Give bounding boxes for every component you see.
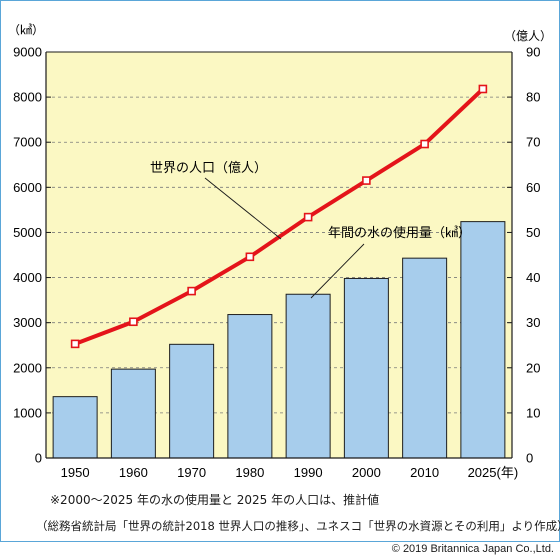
right-tick-label: 60 (526, 180, 540, 195)
left-tick-label: 0 (35, 451, 42, 466)
source-note: （総務省統計局「世界の統計2018 世界人口の推移」、ユネスコ「世界の水資源とそ… (36, 519, 560, 533)
water-usage-bars (52, 221, 506, 459)
x-tick-label: 2010 (410, 465, 439, 480)
bar-1970 (169, 343, 215, 459)
x-tick-label: 2000 (352, 465, 381, 480)
left-tick-label: 9000 (13, 45, 42, 60)
water-usage-label: 年間の水の使用量（㎦） (328, 225, 471, 241)
x-tick-label: 1950 (61, 465, 90, 480)
right-tick-label: 80 (526, 90, 540, 105)
population-leader-line (204, 177, 282, 240)
bar-1980 (227, 314, 273, 459)
left-tick-label: 4000 (13, 270, 42, 285)
population-marker-1970 (187, 286, 196, 296)
annotations: 世界の人口（億人） 年間の水の使用量（㎦） (150, 160, 471, 299)
right-tick-label: 50 (526, 225, 540, 240)
left-tick-label: 2000 (13, 360, 42, 375)
bar-2000 (343, 277, 389, 459)
population-marker-1990 (303, 212, 313, 222)
x-tick-label: 1990 (294, 465, 323, 480)
population-label: 世界の人口（億人） (150, 160, 267, 176)
left-tick-label: 5000 (13, 225, 42, 240)
x-tick-label: 1970 (177, 465, 206, 480)
right-axis-unit: （億人） (504, 29, 552, 43)
bar-1950 (52, 396, 98, 459)
population-marker-1960 (129, 317, 138, 327)
left-tick-label: 3000 (13, 315, 42, 330)
right-tick-label: 0 (526, 451, 533, 466)
x-tick-label: 2025(年) (468, 465, 519, 480)
left-tick-label: 6000 (13, 180, 42, 195)
bar-1960 (110, 368, 156, 459)
right-tick-label: 30 (526, 315, 540, 330)
right-tick-label: 90 (526, 45, 540, 60)
water-population-chart: 0 1000 2000 3000 4000 5000 6000 7000 8000 9000 0 10… (8, 23, 552, 480)
right-tick-label: 70 (526, 135, 540, 150)
left-tick-label: 1000 (13, 405, 42, 420)
bar-2025(年) (460, 221, 506, 459)
population-marker-1950 (70, 339, 80, 349)
x-tick-label: 1980 (235, 465, 264, 480)
axes (45, 51, 513, 459)
bar-2010 (402, 257, 448, 459)
x-tick-label: 1960 (119, 465, 148, 480)
right-tick-label: 40 (526, 270, 540, 285)
population-marker-2010 (420, 139, 429, 149)
left-tick-label: 7000 (13, 135, 42, 150)
population-marker-2000 (362, 176, 371, 185)
bar-1990 (285, 293, 331, 459)
left-tick-label: 8000 (13, 90, 42, 105)
population-marker-1980 (245, 252, 255, 262)
water-usage-leader-line (310, 243, 365, 299)
left-axis-unit: （㎦） (8, 23, 44, 37)
axis-labels: 0 1000 2000 3000 4000 5000 6000 7000 8000 9000 0 10… (8, 23, 552, 480)
population-marker-2025(年) (478, 84, 488, 94)
right-tick-label: 10 (526, 405, 540, 420)
estimate-note: ※2000～2025 年の水の使用量と 2025 年の人口は、推計値 (50, 493, 380, 507)
right-tick-label: 20 (526, 360, 540, 375)
copyright: © 2019 Britannica Japan Co.,Ltd. (391, 543, 554, 555)
